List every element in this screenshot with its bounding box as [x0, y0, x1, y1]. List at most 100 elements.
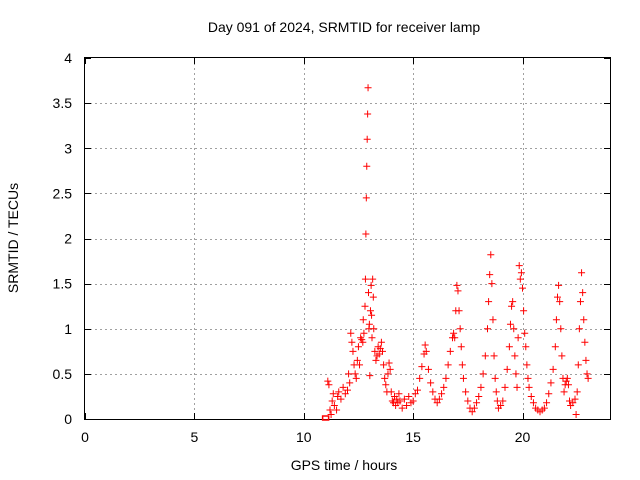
data-point — [572, 410, 580, 418]
data-point — [490, 352, 498, 360]
data-point — [421, 341, 429, 349]
x-axis-label: GPS time / hours — [291, 457, 398, 473]
data-point — [578, 269, 586, 277]
data-point — [414, 386, 421, 394]
data-point — [341, 390, 349, 398]
data-point — [403, 401, 411, 409]
y-tick-label: 0.5 — [53, 366, 73, 382]
data-point — [574, 361, 582, 369]
data-point — [440, 383, 448, 391]
data-point — [512, 370, 520, 378]
data-point — [364, 84, 372, 92]
plot-frame — [84, 57, 611, 420]
data-point — [364, 110, 372, 118]
data-point — [519, 284, 526, 292]
data-point — [348, 338, 356, 346]
data-point — [584, 374, 592, 382]
data-point — [377, 338, 385, 346]
data-point — [522, 343, 530, 351]
data-point — [520, 307, 528, 315]
data-point — [363, 135, 371, 143]
data-point — [368, 311, 376, 319]
data-point — [326, 406, 334, 414]
data-point — [569, 399, 577, 407]
data-point — [327, 410, 335, 418]
data-point — [379, 347, 386, 355]
data-point — [395, 390, 403, 398]
data-point — [324, 377, 332, 385]
data-point — [484, 325, 491, 333]
data-point — [450, 329, 458, 337]
data-point — [330, 401, 338, 409]
data-point — [382, 381, 390, 389]
data-point — [409, 397, 417, 405]
data-point — [511, 352, 519, 360]
data-point — [339, 383, 347, 391]
data-point — [505, 343, 513, 351]
data-point — [362, 230, 370, 238]
data-point — [344, 386, 351, 394]
data-point — [349, 347, 357, 355]
data-point — [424, 365, 432, 373]
y-tick-label: 0 — [64, 411, 72, 427]
data-point — [380, 361, 388, 369]
data-point — [359, 338, 367, 346]
data-point — [367, 281, 375, 289]
y-tick-labels: 0 0.5 1 1.5 2 2.5 3 3.5 4 — [53, 50, 73, 427]
x-tick-label: 10 — [296, 429, 312, 445]
data-point — [581, 338, 589, 346]
data-point — [351, 370, 359, 378]
data-point — [429, 388, 437, 396]
data-point — [487, 251, 495, 259]
data-point — [580, 316, 588, 324]
data-point — [462, 388, 470, 396]
y-tick-label: 3.5 — [53, 95, 73, 111]
data-point — [470, 404, 478, 412]
data-point — [359, 316, 367, 324]
x-tick-labels: 0 5 10 15 20 — [81, 429, 530, 445]
data-point — [515, 262, 523, 270]
data-point — [453, 281, 461, 289]
data-point — [416, 374, 424, 382]
data-point — [464, 397, 472, 405]
data-point — [560, 388, 568, 396]
data-point — [468, 408, 476, 416]
data-point — [457, 343, 465, 351]
data-point — [563, 374, 571, 382]
data-point — [557, 325, 565, 333]
data-point — [508, 302, 516, 310]
data-point — [398, 404, 406, 412]
data-point — [427, 379, 435, 387]
data-point — [473, 399, 481, 407]
data-point — [516, 275, 524, 283]
data-point — [523, 361, 531, 369]
data-point — [481, 352, 489, 360]
data-point — [405, 392, 413, 400]
data-point — [384, 370, 392, 378]
data-point — [356, 361, 364, 369]
data-point — [477, 383, 485, 391]
x-tick-label: 15 — [405, 429, 421, 445]
y-axis-label: SRMTID / TECUs — [5, 183, 21, 293]
data-point — [321, 415, 330, 421]
data-point — [575, 325, 583, 333]
data-point — [347, 329, 355, 337]
data-point — [337, 395, 345, 403]
data-point — [573, 388, 581, 396]
data-point — [527, 392, 535, 400]
data-point — [400, 395, 408, 403]
data-point — [479, 370, 487, 378]
data-point — [393, 395, 401, 403]
data-point — [510, 325, 518, 333]
data-point — [446, 347, 454, 355]
data-point — [488, 280, 496, 288]
data-point — [388, 397, 396, 405]
y-tick-label: 4 — [64, 50, 72, 66]
data-point — [329, 390, 337, 398]
data-point — [444, 361, 452, 369]
data-point — [387, 388, 395, 396]
data-point — [422, 347, 430, 355]
data-point — [368, 334, 376, 342]
data-point — [371, 347, 379, 355]
